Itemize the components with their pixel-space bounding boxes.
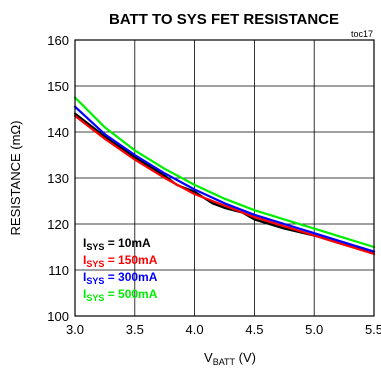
legend-entry-main: I: [83, 270, 86, 284]
y-tick-label: 100: [47, 309, 69, 324]
x-tick-label: 5.0: [305, 322, 323, 337]
y-tick-labels: 100 110 120 130 140 150 160: [47, 33, 69, 324]
y-axis-label: RESISTANCE (mΩ): [8, 121, 23, 236]
x-axis-label: VBATT (V): [204, 350, 256, 367]
legend-entry: ISYS = 150mA: [83, 253, 158, 269]
x-tick-label: 5.5: [365, 322, 381, 337]
legend-entry-rest: = 300mA: [104, 270, 157, 284]
grid: [74, 39, 375, 317]
legend-entry-main: I: [83, 287, 86, 301]
legend-entry-sub: SYS: [86, 259, 104, 269]
x-tick-labels: 3.0 3.5 4.0 4.5 5.0 5.5: [66, 322, 381, 337]
legend-entry: ISYS = 10mA: [83, 236, 151, 252]
x-tick-label: 3.0: [66, 322, 84, 337]
y-tick-label: 140: [47, 125, 69, 140]
series-line-2: [73, 105, 376, 253]
x-axis-label-main: V: [204, 350, 213, 365]
legend-entry-main: I: [83, 253, 86, 267]
x-tick-label: 3.5: [126, 322, 144, 337]
legend-entry-rest: = 500mA: [104, 287, 157, 301]
x-tick-label: 4.0: [186, 322, 204, 337]
x-axis-label-unit: (V): [235, 350, 256, 365]
legend-entry-rest: = 10mA: [104, 236, 151, 250]
legend-entry-sub: SYS: [86, 242, 104, 252]
legend-entry-rest: = 150mA: [104, 253, 157, 267]
series-layer: [73, 96, 376, 255]
legend-entry: ISYS = 500mA: [83, 287, 158, 303]
y-tick-label: 160: [47, 33, 69, 48]
legend-entry-sub: SYS: [86, 293, 104, 303]
x-tick-label: 4.5: [245, 322, 263, 337]
x-axis-label-sub: BATT: [213, 357, 236, 367]
legend-entry: ISYS = 300mA: [83, 270, 158, 286]
series-line-3: [73, 96, 376, 249]
y-tick-label: 120: [47, 217, 69, 232]
y-tick-label: 130: [47, 171, 69, 186]
legend-entry-main: I: [83, 236, 86, 250]
chart-title: BATT TO SYS FET RESISTANCE: [109, 11, 339, 28]
chart-tag: toc17: [351, 29, 373, 39]
legend-entry-sub: SYS: [86, 276, 104, 286]
plot-frame: [74, 39, 375, 317]
y-tick-label: 150: [47, 79, 69, 94]
series-line-1: [73, 114, 376, 255]
y-tick-label: 110: [48, 263, 69, 278]
